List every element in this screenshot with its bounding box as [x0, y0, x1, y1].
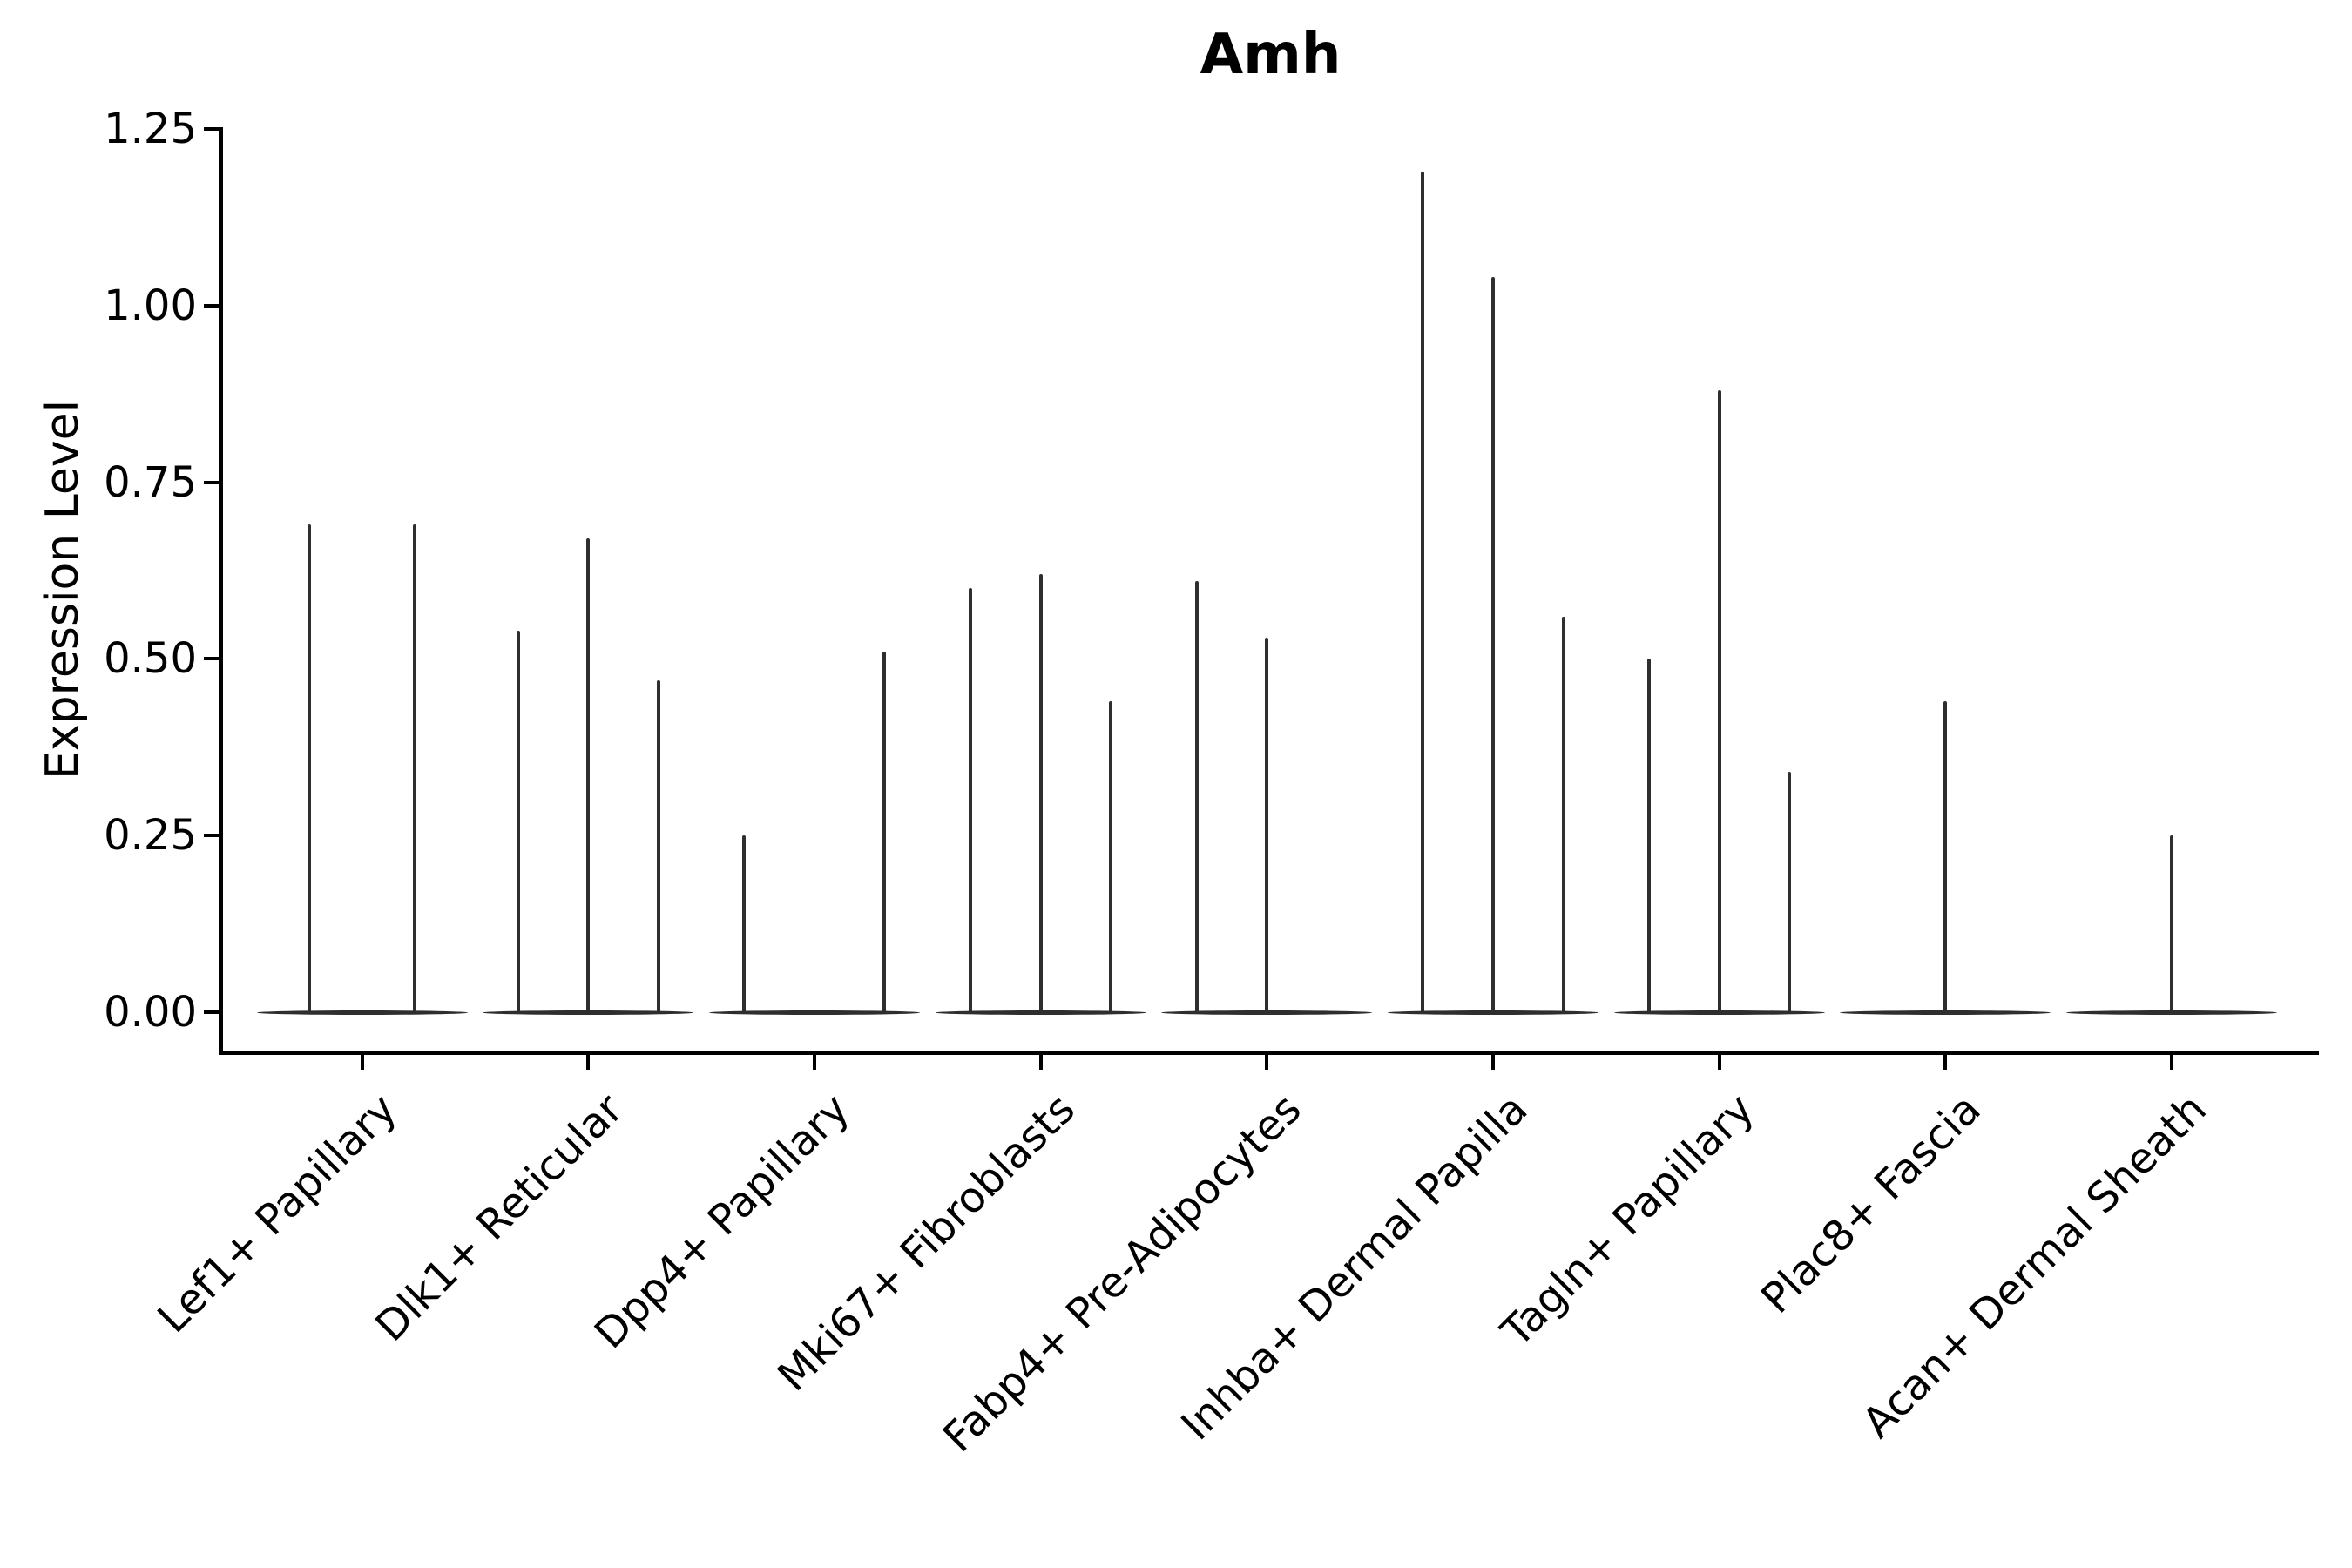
y-tick-label: 1.00	[104, 280, 197, 330]
x-tick-mark	[360, 1055, 364, 1070]
y-tick-label: 1.25	[104, 105, 197, 153]
violin-spike	[1788, 772, 1792, 1012]
x-tick-mark	[1265, 1055, 1269, 1070]
y-tick-mark	[204, 303, 219, 308]
x-tick-label: Tagln+ Papillary	[1491, 1085, 1764, 1356]
y-tick-label: 0.00	[104, 988, 197, 1037]
y-tick-mark	[204, 657, 219, 661]
violin-spike	[1038, 574, 1043, 1012]
x-tick-mark	[1491, 1055, 1495, 1070]
y-axis-label: Expression Level	[37, 399, 89, 780]
x-tick-mark	[1943, 1055, 1948, 1070]
violin-spike	[1717, 390, 1721, 1012]
violin-spike	[1561, 616, 1565, 1012]
y-axis-spine	[219, 127, 223, 1055]
violin-baseline	[1840, 1010, 2051, 1015]
violin-spike	[2170, 835, 2174, 1012]
x-tick-label: Dlk1+ Reticular	[366, 1085, 632, 1351]
x-tick-label: Lef1+ Papillary	[148, 1085, 407, 1343]
y-tick-mark	[204, 127, 219, 131]
plot-title: Amh	[1200, 23, 1342, 87]
x-tick-mark	[1038, 1055, 1043, 1070]
y-tick-label: 0.25	[104, 811, 197, 861]
y-tick-label: 0.50	[104, 634, 197, 684]
violin-baseline	[1388, 1010, 1598, 1015]
violin-spike	[308, 524, 311, 1012]
violin-spike	[1265, 638, 1269, 1012]
violin-spike	[742, 835, 747, 1012]
violin-baseline	[708, 1010, 920, 1015]
y-tick-mark	[204, 834, 219, 838]
violin-spike	[1647, 659, 1652, 1012]
y-tick-mark	[204, 1010, 219, 1014]
violin-baseline	[1613, 1010, 1825, 1015]
x-tick-mark	[1717, 1055, 1721, 1070]
violin-spike	[1194, 581, 1199, 1012]
x-axis-spine	[219, 1051, 2319, 1055]
x-tick-mark	[812, 1055, 816, 1070]
y-tick-label: 0.75	[104, 457, 197, 507]
violin-spike	[1943, 701, 1948, 1012]
violin-spike	[1421, 171, 1425, 1012]
violin-spike	[413, 524, 416, 1012]
violin-spike	[882, 652, 887, 1012]
violin-baseline	[935, 1010, 1146, 1015]
violin-baseline	[483, 1010, 694, 1015]
violin-baseline	[2066, 1010, 2278, 1015]
violin-spike	[1491, 277, 1495, 1012]
violin-spike	[516, 630, 520, 1012]
x-tick-mark	[586, 1055, 591, 1070]
x-tick-mark	[2170, 1055, 2174, 1070]
violin-baseline	[256, 1010, 468, 1015]
x-tick-label: Dpp4+ Papillary	[585, 1085, 859, 1359]
x-tick-label: Plac8+ Fascia	[1751, 1085, 1990, 1323]
violin-spike	[1109, 701, 1113, 1012]
violin-spike	[656, 679, 660, 1012]
y-tick-mark	[204, 480, 219, 484]
violin-baseline	[1161, 1010, 1373, 1015]
violin-spike	[969, 588, 972, 1012]
violin-spike	[586, 538, 591, 1012]
